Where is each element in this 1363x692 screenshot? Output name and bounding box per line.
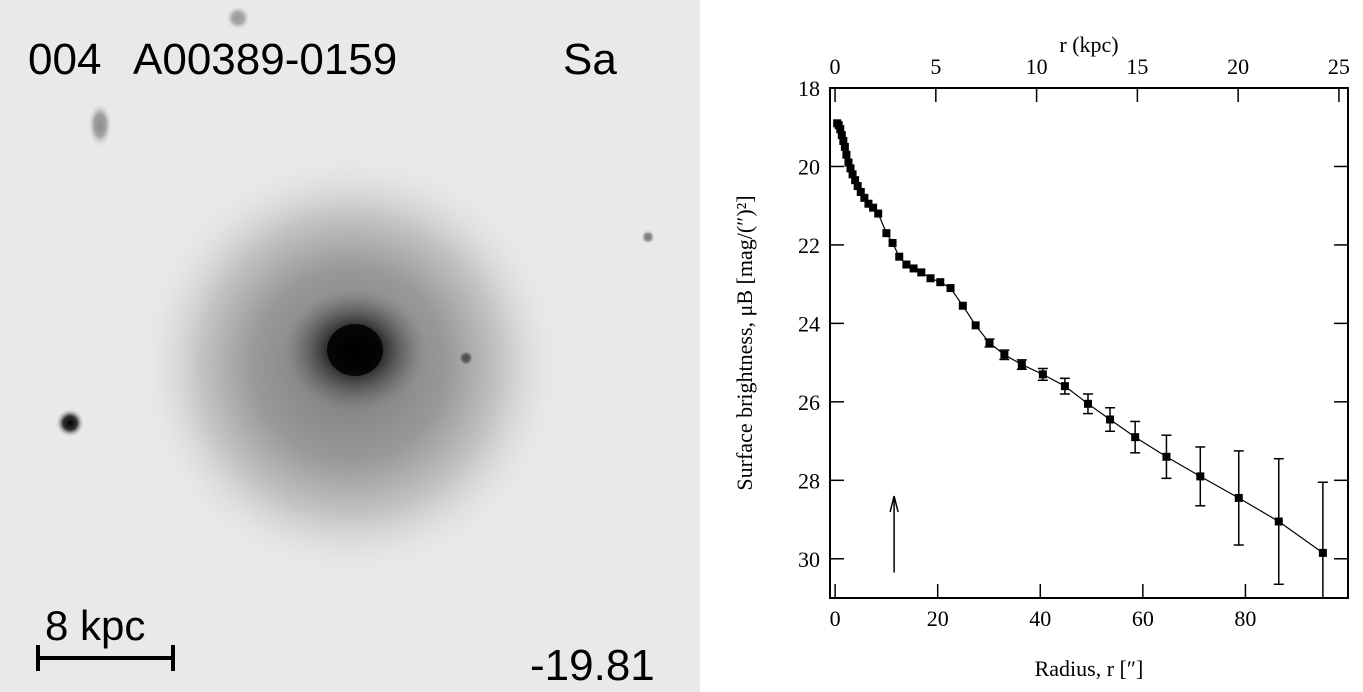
data-point xyxy=(842,150,851,159)
data-point xyxy=(909,264,918,273)
y-tick-label: 18 xyxy=(798,76,820,101)
x-tick-label: 40 xyxy=(1029,606,1051,631)
plot: 0 20 40 60 80 0 5 10 15 20 25 18 20 22 24 26 28 30 Radius,… xyxy=(732,32,1350,681)
x2-tick-label: 5 xyxy=(930,54,941,79)
data-point xyxy=(844,158,853,167)
plot-frame xyxy=(829,87,1349,599)
y-tick-label: 26 xyxy=(798,390,820,415)
data-point xyxy=(1000,350,1009,359)
x2-tick-label: 15 xyxy=(1126,54,1148,79)
galaxy-image xyxy=(0,0,700,692)
data-point xyxy=(902,260,911,269)
data-point xyxy=(1318,548,1327,557)
data-point xyxy=(860,193,869,202)
data-point xyxy=(839,136,848,145)
x2-tick-label: 10 xyxy=(1026,54,1048,79)
data-point xyxy=(946,284,955,293)
y-tick-label: 20 xyxy=(798,154,820,179)
data-point xyxy=(840,142,849,151)
data-point xyxy=(1060,382,1069,391)
data-point xyxy=(985,339,994,347)
magnitude: -19.81 xyxy=(530,641,655,690)
data-point xyxy=(1196,472,1205,481)
data-point xyxy=(1162,452,1171,461)
data-point xyxy=(926,274,935,283)
data-point xyxy=(971,321,980,330)
y-tick-label: 24 xyxy=(798,311,820,336)
annotation-arrow xyxy=(889,495,899,573)
data-point xyxy=(851,176,860,185)
morphology: Sa xyxy=(563,35,617,84)
x-tick-label: 80 xyxy=(1234,606,1256,631)
data-point xyxy=(1017,360,1026,369)
data-point xyxy=(1038,370,1047,379)
x-axis-label: Radius, r [″] xyxy=(1035,656,1144,681)
data-point xyxy=(1106,415,1115,424)
scale-label: 8 kpc xyxy=(45,602,145,649)
data-point xyxy=(864,199,873,208)
data-point xyxy=(958,301,967,310)
y-tick-label: 22 xyxy=(798,233,820,258)
profile-line xyxy=(836,122,1324,554)
x-tick-label: 60 xyxy=(1132,606,1154,631)
data-point xyxy=(888,238,897,247)
x2-axis-label: r (kpc) xyxy=(1059,32,1118,57)
data-point xyxy=(1234,493,1243,502)
x2-tick-label: 0 xyxy=(830,54,841,79)
data-point xyxy=(895,252,904,261)
data-point xyxy=(848,170,857,179)
data-point xyxy=(869,203,878,212)
y-tick-label: 28 xyxy=(798,468,820,493)
data-point xyxy=(882,229,891,238)
data-point xyxy=(917,268,926,277)
data-point xyxy=(936,278,945,287)
data-point xyxy=(1131,433,1140,442)
x2-tick-label: 20 xyxy=(1227,54,1249,79)
data-point xyxy=(836,125,845,134)
data-point xyxy=(1274,517,1283,526)
scale-bar xyxy=(36,645,175,671)
x-tick-label: 0 xyxy=(830,606,841,631)
object-id: 004 xyxy=(28,35,101,84)
object-name: A00389-0159 xyxy=(133,35,397,84)
x-tick-label: 20 xyxy=(927,606,949,631)
x2-tick-label: 25 xyxy=(1328,54,1350,79)
y-tick-label: 30 xyxy=(798,547,820,572)
arrow-head xyxy=(889,495,899,513)
data-point xyxy=(856,187,865,196)
data-point xyxy=(874,209,883,218)
data-point xyxy=(853,182,862,191)
data-point xyxy=(837,131,846,140)
data-point xyxy=(1083,399,1092,408)
data-point xyxy=(846,164,855,173)
y-axis-label: Surface brightness, μB [mag/(″)²] xyxy=(732,195,757,490)
